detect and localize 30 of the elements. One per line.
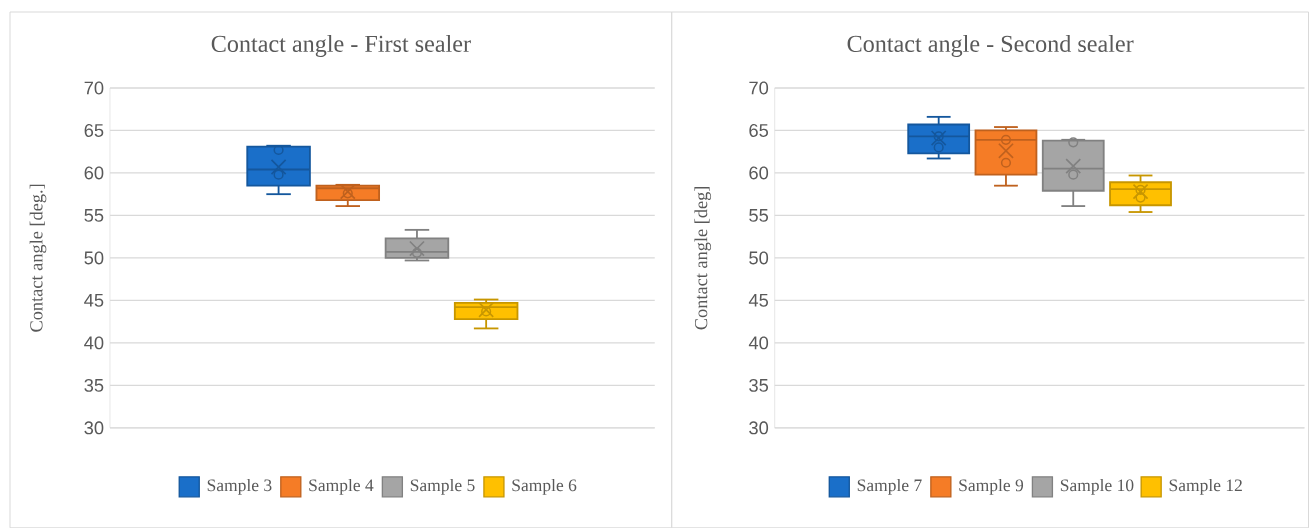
- y-tick-label: 45: [748, 293, 769, 307]
- legend-label: Sample 12: [1169, 478, 1242, 495]
- y-tick-label: 35: [749, 378, 769, 392]
- legend-label: Sample 3: [207, 478, 272, 495]
- y-tick-label: 55: [84, 208, 104, 222]
- y-tick-label: 70: [749, 81, 769, 95]
- y-tick-label: 70: [84, 81, 104, 95]
- y-tick-label: 60: [84, 166, 104, 180]
- y-axis-title: Contact angle [deg.]: [29, 184, 47, 332]
- y-tick-label: 40: [748, 336, 769, 350]
- chart-title: Contact angle - Second sealer: [847, 34, 1134, 57]
- y-tick-label: 65: [749, 123, 769, 137]
- chart-title: Contact angle - First sealer: [211, 34, 471, 57]
- legend-label: Sample 7: [857, 478, 922, 495]
- y-axis-title: Contact angle [deg]: [694, 186, 712, 330]
- legend-label: Sample 4: [309, 478, 374, 495]
- y-tick-label: 50: [84, 251, 104, 265]
- y-tick-label: 30: [84, 421, 104, 435]
- y-tick-label: 50: [749, 251, 769, 265]
- y-tick-label: 40: [84, 336, 104, 350]
- y-tick-label: 60: [749, 166, 769, 180]
- y-tick-label: 55: [749, 208, 769, 222]
- legend-label: Sample 9: [959, 478, 1024, 495]
- y-tick-label: 45: [84, 293, 104, 307]
- y-tick-label: 65: [84, 123, 104, 137]
- legend-label: Sample 6: [512, 478, 577, 495]
- legend-label: Sample 10: [1060, 478, 1134, 495]
- y-tick-label: 30: [749, 421, 769, 435]
- legend-label: Sample 5: [410, 478, 475, 495]
- y-tick-label: 35: [84, 378, 104, 392]
